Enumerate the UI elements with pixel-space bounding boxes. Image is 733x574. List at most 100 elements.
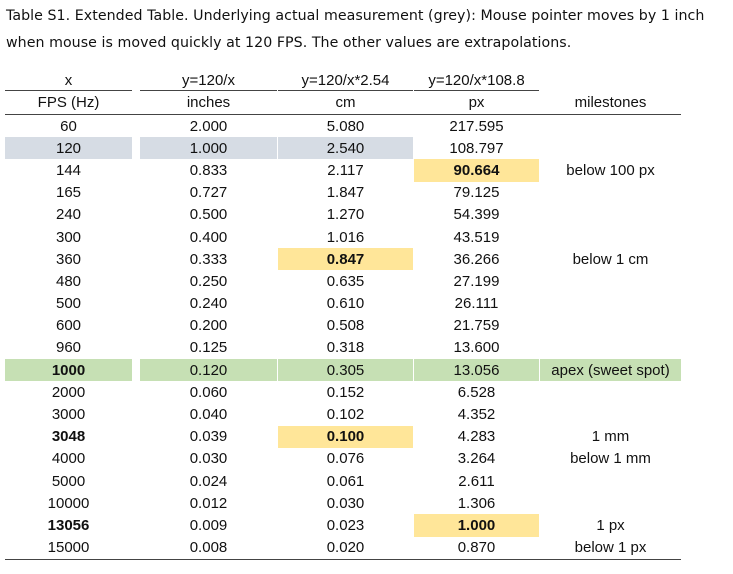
- milestone-cell: [540, 381, 681, 403]
- fps-cell: 10000: [47, 494, 90, 512]
- milestone-cell: [540, 403, 681, 425]
- cm-cell: 0.152: [326, 383, 365, 401]
- inches-cell: 0.030: [189, 450, 228, 468]
- milestone-cell: [540, 182, 681, 204]
- table-row: 3000 0.040 0.102 4.352: [5, 403, 681, 425]
- caption-line-1: Table S1. Extended Table. Underlying act…: [6, 8, 705, 24]
- inches-cell: 0.120: [140, 359, 277, 382]
- inches-cell: 0.024: [189, 472, 228, 490]
- milestone-cell: [540, 492, 681, 514]
- data-table: x y=120/x y=120/x*2.54 y=120/x*108.8 FPS…: [5, 72, 681, 560]
- milestone-cell: below 100 px: [566, 161, 655, 179]
- milestone-cell: 1 mm: [591, 428, 630, 446]
- cm-cell: 1.270: [326, 206, 365, 224]
- table-row: 1000 0.120 0.305 13.056 apex (sweet spot): [5, 359, 681, 382]
- cm-cell: 0.318: [326, 339, 365, 357]
- header-unit-milestones: milestones: [574, 94, 647, 111]
- px-cell: 6.528: [457, 383, 496, 401]
- fps-cell: 480: [55, 272, 82, 290]
- px-cell: 36.266: [453, 250, 500, 268]
- px-cell: 43.519: [453, 228, 500, 246]
- table-body: 60 2.000 5.080 217.595 120 1.000 2.540 108.797 1…: [5, 115, 681, 560]
- cm-cell: 0.610: [326, 295, 365, 313]
- table-row: 960 0.125 0.318 13.600: [5, 337, 681, 359]
- milestone-cell: apex (sweet spot): [540, 359, 681, 382]
- fps-cell: 15000: [47, 539, 90, 557]
- fps-cell: 600: [55, 317, 82, 335]
- cm-cell: 0.061: [326, 472, 365, 490]
- px-cell: 4.283: [457, 428, 496, 446]
- table-row: 2000 0.060 0.152 6.528: [5, 381, 681, 403]
- header-unit-inches: inches: [186, 94, 231, 111]
- header-formula-cm: y=120/x*2.54: [278, 72, 413, 91]
- milestone-cell: [540, 337, 681, 359]
- cm-cell: 0.020: [326, 539, 365, 557]
- table-row: 3048 0.039 0.100 4.283 1 mm: [5, 425, 681, 448]
- cm-cell: 0.847: [278, 248, 413, 271]
- table-row: 360 0.333 0.847 36.266 below 1 cm: [5, 248, 681, 271]
- table-row: 120 1.000 2.540 108.797: [5, 137, 681, 160]
- inches-cell: 0.833: [189, 161, 228, 179]
- px-cell: 54.399: [453, 206, 500, 224]
- milestone-cell: [540, 315, 681, 337]
- table-row: 500 0.240 0.610 26.111: [5, 293, 681, 315]
- table-row: 5000 0.024 0.061 2.611: [5, 470, 681, 492]
- cm-cell: 0.023: [326, 516, 365, 534]
- inches-cell: 0.009: [189, 516, 228, 534]
- fps-cell: 4000: [51, 450, 86, 468]
- inches-cell: 0.400: [189, 228, 228, 246]
- table-row: 4000 0.030 0.076 3.264 below 1 mm: [5, 448, 681, 470]
- fps-cell: 5000: [51, 472, 86, 490]
- px-cell: 27.199: [453, 272, 500, 290]
- caption-line-2: when mouse is moved quickly at 120 FPS. …: [6, 35, 572, 51]
- table-row: 60 2.000 5.080 217.595: [5, 115, 681, 137]
- milestone-cell: [540, 293, 681, 315]
- milestone-cell: [540, 204, 681, 226]
- header-unit-fps: FPS (Hz): [37, 94, 100, 111]
- table-row: 15000 0.008 0.020 0.870 below 1 px: [5, 537, 681, 560]
- px-cell: 90.664: [414, 159, 539, 182]
- cm-cell: 1.847: [326, 184, 365, 202]
- fps-cell: 60: [60, 117, 77, 135]
- cm-cell: 0.030: [326, 494, 365, 512]
- milestone-cell: 1 px: [596, 516, 625, 534]
- header-formula-milestones: [540, 72, 681, 91]
- inches-cell: 0.200: [189, 317, 228, 335]
- table-row: 10000 0.012 0.030 1.306: [5, 492, 681, 514]
- milestone-cell: [540, 115, 681, 137]
- milestone-cell: [540, 270, 681, 292]
- milestone-cell: [540, 226, 681, 248]
- unit-header-row: FPS (Hz) inches cm px milestones: [5, 91, 681, 115]
- px-cell: 26.111: [454, 295, 499, 313]
- header-unit-cm: cm: [335, 94, 356, 111]
- px-cell: 21.759: [453, 317, 500, 335]
- px-cell: 3.264: [457, 450, 496, 468]
- cm-cell: 0.102: [326, 406, 365, 424]
- px-cell: 4.352: [457, 406, 496, 424]
- fps-cell: 2000: [51, 383, 86, 401]
- inches-cell: 0.500: [189, 206, 228, 224]
- px-cell: 1.306: [457, 494, 496, 512]
- px-cell: 217.595: [449, 117, 504, 135]
- fps-cell: 1000: [5, 359, 132, 382]
- milestone-cell: below 1 px: [574, 539, 647, 557]
- inches-cell: 1.000: [140, 137, 277, 160]
- table-caption: Table S1. Extended Table. Underlying act…: [6, 3, 730, 57]
- fps-cell: 120: [5, 137, 132, 160]
- inches-cell: 0.240: [189, 295, 228, 313]
- cm-cell: 0.305: [278, 359, 413, 382]
- inches-cell: 0.727: [189, 184, 228, 202]
- fps-cell: 144: [55, 161, 82, 179]
- px-cell: 79.125: [453, 184, 500, 202]
- milestone-cell: below 1 mm: [570, 450, 651, 468]
- cm-cell: 0.100: [278, 425, 413, 448]
- inches-cell: 0.040: [189, 406, 228, 424]
- inches-cell: 2.000: [189, 117, 228, 135]
- header-formula-x: x: [5, 72, 132, 91]
- inches-cell: 0.333: [189, 250, 228, 268]
- formula-header-row: x y=120/x y=120/x*2.54 y=120/x*108.8: [5, 72, 681, 91]
- table-row: 165 0.727 1.847 79.125: [5, 182, 681, 204]
- milestone-cell: below 1 cm: [572, 250, 649, 268]
- fps-cell: 3000: [51, 406, 86, 424]
- cm-cell: 2.540: [278, 137, 413, 160]
